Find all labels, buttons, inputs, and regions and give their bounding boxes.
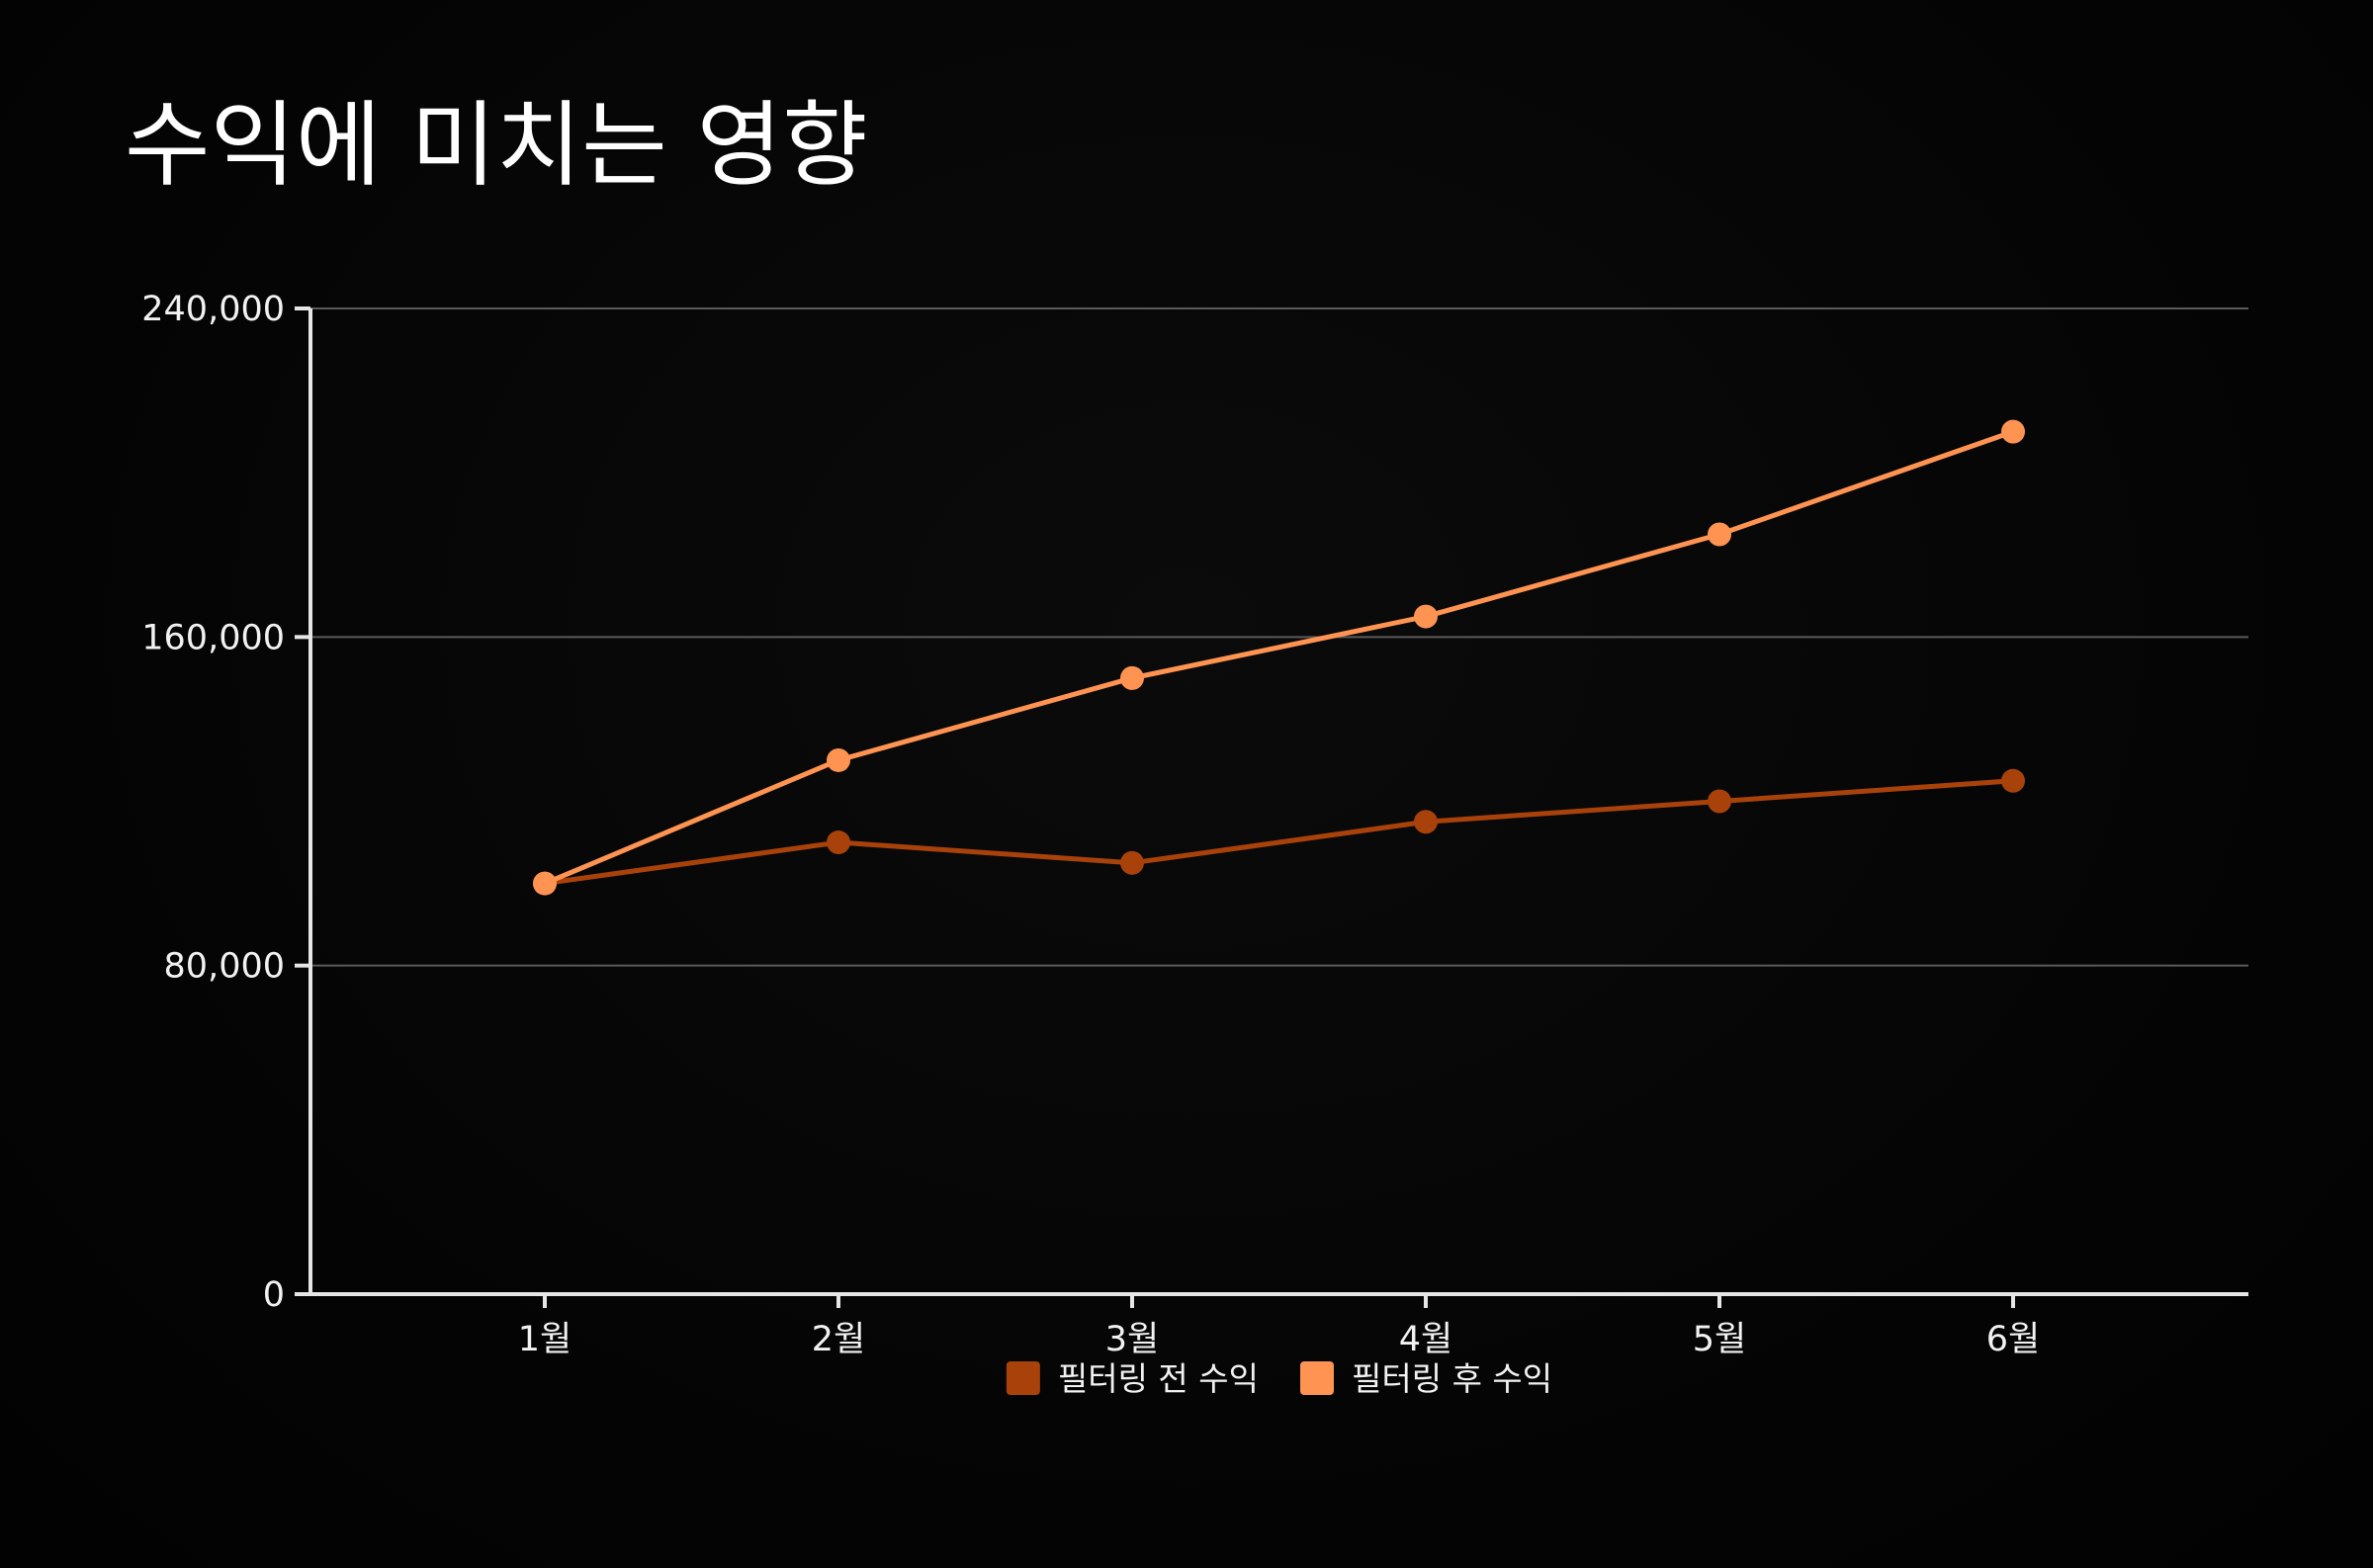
- y-tick-label: 160,000: [141, 618, 285, 657]
- data-point: [533, 871, 557, 896]
- series-1: [533, 768, 2025, 896]
- data-point: [1708, 522, 1731, 547]
- legend-swatch: [1006, 1361, 1040, 1395]
- y-tick-label: 240,000: [141, 290, 285, 329]
- x-tick-label: 3월: [1105, 1320, 1159, 1359]
- grid-lines: [310, 307, 2248, 967]
- series-line: [542, 778, 2016, 887]
- x-tick-label: 6월: [1986, 1320, 2040, 1359]
- chart-title: 수익에 미치는 영향: [125, 92, 868, 200]
- legend-label: 필터링 후 수익: [1352, 1359, 1552, 1398]
- legend-item: 필터링 전 수익: [1006, 1359, 1259, 1398]
- legend-swatch: [1300, 1361, 1334, 1395]
- y-tick-label: 80,000: [164, 947, 285, 987]
- legend-item: 필터링 후 수익: [1300, 1359, 1552, 1398]
- x-tick-label: 5월: [1693, 1320, 1746, 1359]
- data-point: [1414, 810, 1438, 834]
- axes: [295, 306, 2248, 1308]
- tick-labels: 0 80,000 160,000 240,000 1월 2월 3월 4월 5월 6월: [141, 290, 2040, 1359]
- x-tick-label: 2월: [812, 1320, 865, 1359]
- series: [533, 419, 2025, 896]
- legend-label: 필터링 전 수익: [1058, 1359, 1259, 1398]
- data-point: [1120, 850, 1144, 875]
- data-point: [1120, 665, 1144, 690]
- data-point: [827, 747, 850, 772]
- data-point: [827, 830, 850, 855]
- data-point: [1414, 604, 1438, 629]
- data-point: [2001, 419, 2025, 444]
- data-point: [2001, 768, 2025, 793]
- x-tick-label: 1월: [518, 1320, 571, 1359]
- data-point: [1708, 789, 1731, 814]
- series-2: [533, 419, 2025, 896]
- legend: 필터링 전 수익 필터링 후 수익: [1006, 1359, 1552, 1398]
- x-tick-label: 4월: [1399, 1320, 1452, 1359]
- y-tick-label: 0: [263, 1275, 285, 1315]
- series-line: [542, 429, 2016, 887]
